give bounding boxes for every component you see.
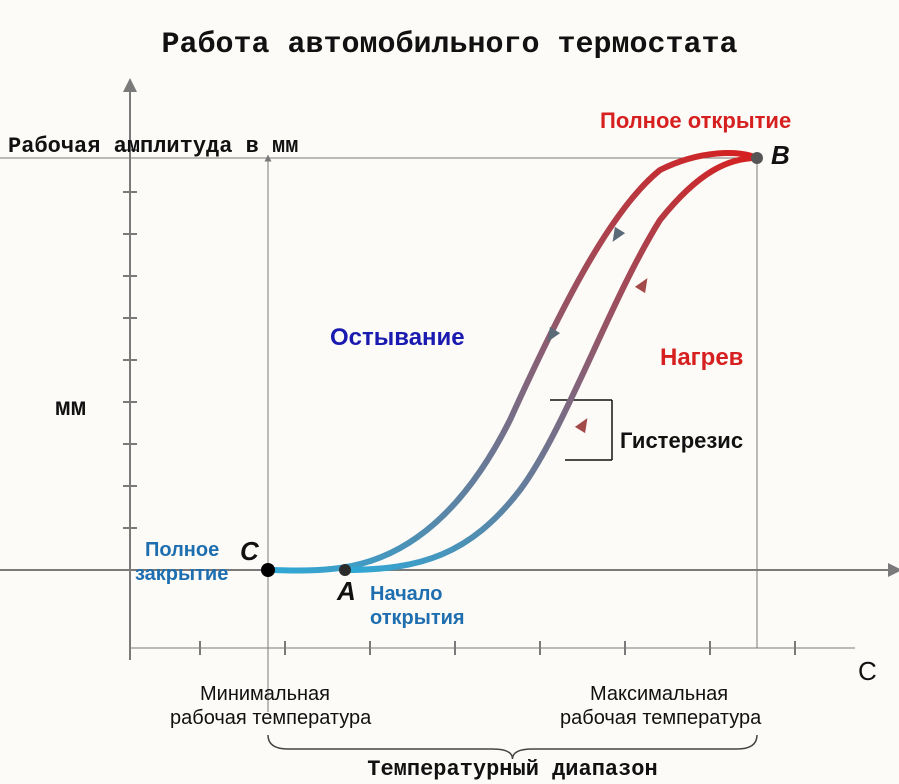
svg-text:Гистерезис: Гистерезис: [620, 428, 743, 453]
svg-text:Минимальная: Минимальная: [200, 683, 330, 705]
svg-text:Максимальная: Максимальная: [590, 683, 728, 705]
svg-text:Остывание: Остывание: [330, 324, 465, 351]
diagram-svg: мм C Рабочая амплитуда в мм Полное открытие…: [0, 0, 899, 784]
svg-text:мм: мм: [55, 393, 86, 423]
svg-text:Температурный диапазон: Температурный диапазон: [367, 757, 657, 782]
svg-text:Полное открытие: Полное открытие: [600, 108, 791, 133]
svg-text:Начало: Начало: [370, 583, 442, 605]
svg-text:B: B: [771, 140, 790, 170]
svg-text:Рабочая амплитуда в мм: Рабочая амплитуда в мм: [8, 134, 298, 159]
svg-text:закрытие: закрытие: [135, 563, 228, 585]
svg-text:открытия: открытия: [370, 607, 465, 629]
svg-text:рабочая температура: рабочая температура: [170, 707, 372, 729]
labels: мм C Рабочая амплитуда в мм Полное открытие…: [8, 108, 877, 782]
temperature-range-bracket: [268, 735, 757, 759]
svg-text:рабочая температура: рабочая температура: [560, 707, 762, 729]
svg-text:Нагрев: Нагрев: [660, 344, 743, 371]
svg-text:C: C: [240, 536, 260, 566]
curve-direction-arrows: [548, 227, 648, 433]
svg-text:C: C: [858, 656, 877, 686]
svg-text:Полное: Полное: [145, 539, 219, 561]
svg-text:A: A: [336, 576, 356, 606]
